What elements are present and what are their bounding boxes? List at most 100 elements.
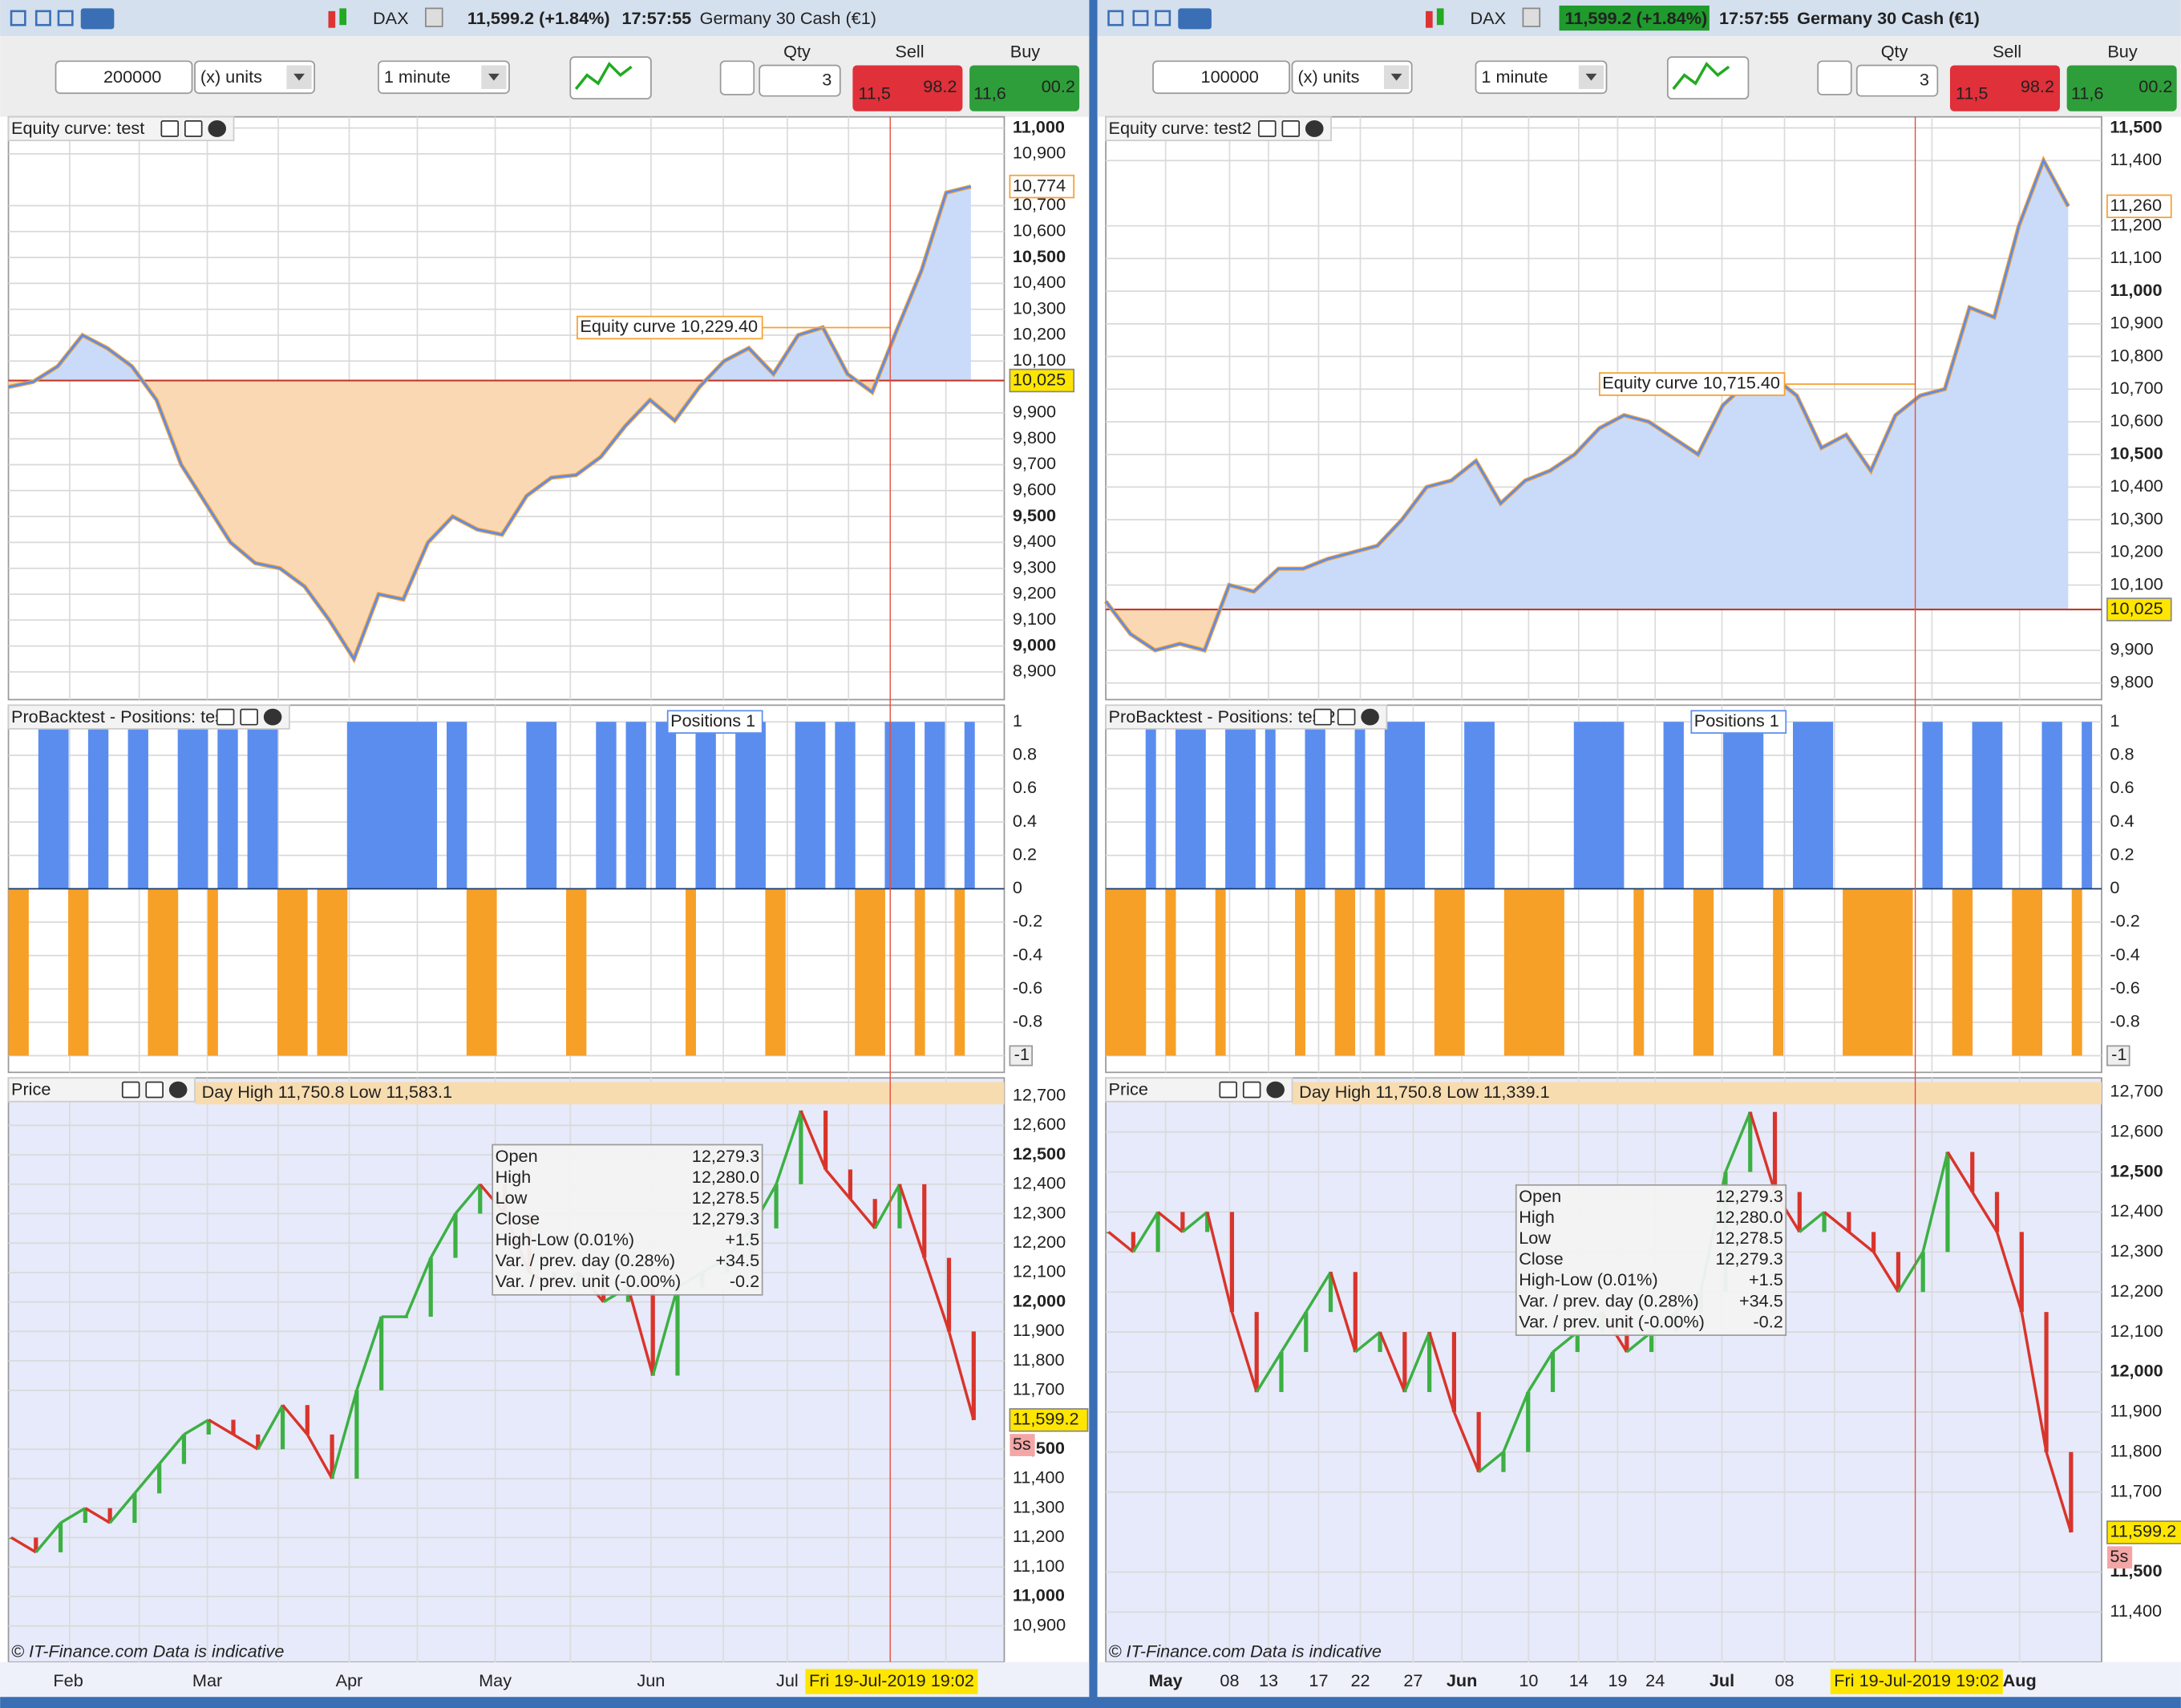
sell-price[interactable]: 98.2	[2021, 76, 2054, 96]
panel-icon[interactable]	[1258, 120, 1277, 137]
window-control[interactable]	[1155, 10, 1171, 26]
window-control[interactable]	[34, 10, 51, 26]
position-bar	[695, 722, 706, 889]
tooltip-key: Open	[496, 1146, 538, 1166]
interval-dropdown[interactable]	[1475, 60, 1608, 95]
panel-icon[interactable]	[1242, 1081, 1261, 1099]
timer: 5s	[2110, 1546, 2128, 1566]
equity-marker-label: Equity curve 10,229.40	[580, 316, 758, 336]
y-tick-label: -1	[2111, 1044, 2126, 1064]
panel-icon[interactable]	[208, 120, 226, 137]
amount[interactable]: 200000	[103, 67, 161, 87]
price-candle	[1526, 1391, 1531, 1452]
indicator-button[interactable]	[1666, 56, 1750, 100]
amount-input[interactable]	[1152, 60, 1290, 95]
window-control[interactable]	[1107, 10, 1124, 26]
tool-button[interactable]	[719, 60, 755, 95]
panel-icon[interactable]	[160, 120, 180, 137]
units[interactable]: (x) units	[200, 67, 262, 87]
price-candle	[1970, 1151, 1975, 1192]
qty-input[interactable]	[1855, 64, 1939, 97]
position-bar	[227, 722, 238, 889]
tool-button[interactable]	[1817, 60, 1852, 95]
panel-icon[interactable]	[121, 1081, 140, 1099]
y-tick-label: 0.8	[1013, 744, 1037, 764]
units-dropdown[interactable]	[1291, 60, 1413, 95]
buy-prefix[interactable]: 11,6	[973, 83, 1006, 103]
y-tick-label: 10,700	[2110, 378, 2163, 398]
price-segment	[330, 1390, 358, 1479]
sell-price[interactable]: 98.2	[923, 76, 957, 96]
amount[interactable]: 100000	[1201, 67, 1259, 87]
y-tick-label: -0.8	[1013, 1011, 1042, 1031]
panel-icon[interactable]	[1305, 120, 1324, 137]
qty[interactable]: 3	[1920, 69, 1929, 89]
buy-prefix[interactable]: 11,6	[2071, 83, 2104, 103]
y-tick-label: 0.2	[1013, 844, 1037, 864]
position-bar	[576, 888, 587, 1056]
x-tick-label: Feb	[53, 1670, 83, 1690]
day-range: Day High 11,750.8 Low 11,583.1	[202, 1082, 452, 1102]
tooltip-box	[492, 1143, 763, 1296]
window-control[interactable]	[57, 10, 74, 26]
price-candle	[2044, 1312, 2049, 1452]
window-control[interactable]	[1132, 10, 1149, 26]
units-dropdown[interactable]	[194, 60, 316, 95]
qty-input[interactable]	[759, 64, 841, 97]
y-tick-label: 11,700	[2110, 1480, 2162, 1500]
sell-prefix[interactable]: 11,5	[858, 83, 891, 103]
position-bar	[1981, 722, 1993, 889]
keyboard-icon[interactable]	[80, 8, 115, 30]
panel-icon[interactable]	[240, 708, 258, 726]
position-bar	[396, 722, 407, 889]
panel-icon[interactable]	[1281, 120, 1301, 137]
panel-icon[interactable]	[1361, 708, 1379, 726]
units[interactable]: (x) units	[1297, 67, 1359, 87]
price-candle	[1451, 1332, 1457, 1412]
price-candle	[478, 1184, 483, 1214]
interval[interactable]: 1 minute	[1481, 67, 1548, 87]
panel-icon[interactable]	[1337, 708, 1356, 726]
panel-icon[interactable]	[263, 708, 282, 726]
price-segment	[281, 1404, 309, 1436]
panel-icon[interactable]	[216, 708, 235, 726]
y-tick-label: 10,600	[1013, 221, 1066, 241]
position-bar	[1992, 722, 2003, 889]
panel-icon[interactable]	[184, 120, 203, 137]
amount-input[interactable]	[55, 60, 193, 95]
positions-label: Positions 1	[670, 710, 755, 731]
instrument[interactable]: DAX	[1471, 8, 1507, 28]
instrument[interactable]: DAX	[373, 8, 409, 28]
position-bar	[466, 888, 477, 1056]
price-candle	[675, 1287, 680, 1376]
tooltip-value: 12,278.5	[692, 1188, 759, 1208]
buy-price[interactable]: 00.2	[1042, 76, 1075, 96]
sell-button[interactable]	[852, 65, 963, 111]
price-candle	[650, 1287, 655, 1376]
sell-prefix[interactable]: 11,5	[1956, 83, 1989, 103]
equity-marker-box	[577, 315, 763, 340]
panel-icon[interactable]	[1313, 708, 1332, 726]
panel-icon[interactable]	[1219, 1081, 1237, 1099]
indicator-button[interactable]	[569, 56, 652, 100]
panel-icon[interactable]	[168, 1081, 188, 1099]
window-control[interactable]	[10, 10, 26, 26]
price-candle	[2069, 1451, 2074, 1532]
interval[interactable]: 1 minute	[384, 67, 451, 87]
buy-price[interactable]: 00.2	[2139, 76, 2172, 96]
buy-button[interactable]	[2066, 65, 2177, 111]
position-bar	[1952, 888, 1963, 1056]
position-bar	[2041, 722, 2053, 889]
interval-dropdown[interactable]	[378, 60, 510, 95]
sell-button[interactable]	[1949, 65, 2060, 111]
buy-button[interactable]	[969, 65, 1080, 111]
y-tick-label: 12,200	[1013, 1232, 1066, 1252]
panel-icon[interactable]	[1266, 1081, 1285, 1099]
y-tick-label: 0.4	[2110, 811, 2134, 831]
position-bar	[1125, 888, 1136, 1056]
qty[interactable]: 3	[822, 69, 832, 89]
keyboard-icon[interactable]	[1178, 8, 1212, 30]
position-bar	[287, 888, 298, 1056]
y-tick-label: 0	[1013, 877, 1022, 897]
panel-icon[interactable]	[145, 1081, 164, 1099]
